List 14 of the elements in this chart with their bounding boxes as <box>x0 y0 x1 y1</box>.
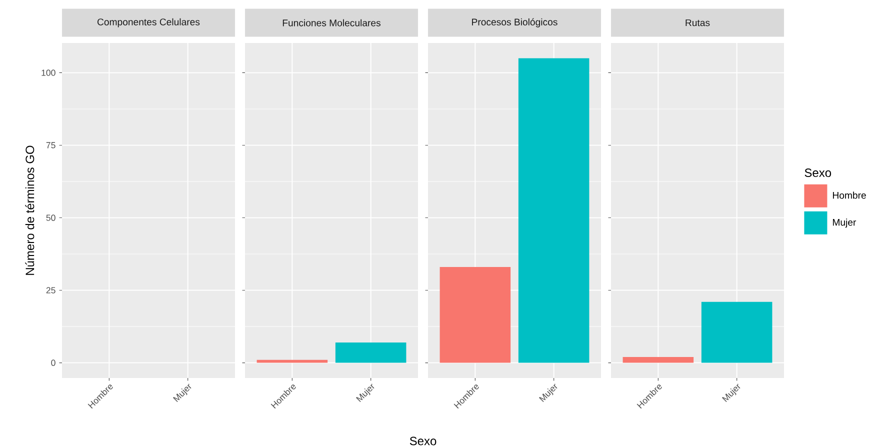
chart-title: Rutas <box>686 19 710 26</box>
chart-title: Funciones Moleculares <box>282 19 380 26</box>
legend-label: Hombre <box>832 192 866 199</box>
legend-title: Sexo <box>804 168 832 177</box>
y-axis-title: Número de términos GO <box>25 146 34 275</box>
y-tick-label: 25 <box>46 287 56 294</box>
y-tick-label: 50 <box>46 214 56 221</box>
chart-title: Componentes Celulares <box>97 18 200 28</box>
x-axis-title: Sexo <box>410 436 436 446</box>
y-tick-label: 100 <box>42 70 56 76</box>
y-tick-label: 0 <box>51 360 56 366</box>
legend-label: Mujer <box>832 218 856 228</box>
chart-title: Procesos Biológicos <box>472 18 558 28</box>
y-tick-label: 75 <box>46 142 56 148</box>
